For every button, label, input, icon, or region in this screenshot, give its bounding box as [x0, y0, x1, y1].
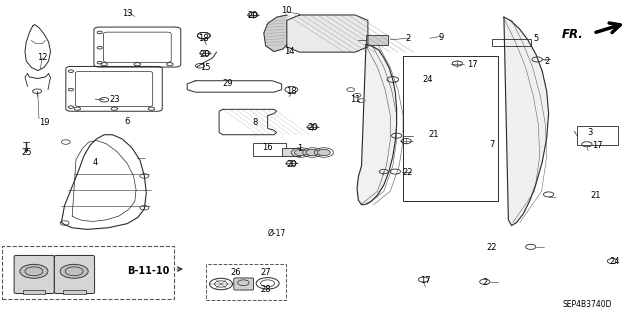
Text: 17: 17: [593, 141, 603, 150]
Circle shape: [20, 264, 48, 278]
Circle shape: [60, 264, 88, 278]
Text: 23: 23: [109, 95, 120, 104]
Text: 24: 24: [610, 257, 620, 266]
Bar: [253, 143, 286, 156]
Text: 21: 21: [428, 130, 439, 139]
FancyBboxPatch shape: [14, 256, 54, 293]
Text: 21: 21: [591, 190, 601, 200]
Text: 2: 2: [406, 34, 411, 43]
Polygon shape: [287, 15, 368, 52]
Circle shape: [294, 149, 307, 156]
Text: SEP4B3740D: SEP4B3740D: [563, 300, 612, 309]
Text: 24: 24: [422, 75, 433, 84]
Bar: [282, 148, 300, 156]
Text: 20: 20: [286, 160, 296, 169]
Polygon shape: [504, 17, 548, 226]
Text: 25: 25: [21, 148, 31, 157]
Text: 2: 2: [544, 56, 549, 65]
Bar: [23, 290, 45, 293]
Bar: [63, 290, 86, 293]
Text: 18: 18: [286, 87, 296, 96]
Circle shape: [306, 149, 319, 156]
Text: 29: 29: [222, 79, 233, 88]
Text: 1: 1: [297, 144, 302, 153]
Text: 8: 8: [252, 117, 257, 127]
Text: 19: 19: [39, 117, 49, 127]
Text: 16: 16: [262, 143, 273, 152]
Polygon shape: [357, 45, 397, 204]
Text: B-11-10: B-11-10: [127, 266, 170, 276]
Text: 20: 20: [307, 123, 317, 132]
Text: 11: 11: [350, 95, 360, 104]
Text: 22: 22: [486, 243, 497, 252]
Bar: [206, 264, 286, 300]
Text: 17: 17: [420, 276, 431, 285]
Bar: [403, 56, 497, 201]
Text: Ø-17: Ø-17: [268, 229, 286, 238]
Text: 17: 17: [467, 60, 477, 69]
Text: 5: 5: [533, 34, 538, 43]
Text: 6: 6: [124, 117, 130, 126]
Text: 15: 15: [200, 63, 211, 72]
Text: 2: 2: [482, 278, 488, 287]
Text: FR.: FR.: [561, 28, 583, 41]
Text: 20: 20: [248, 11, 258, 20]
FancyBboxPatch shape: [54, 256, 95, 293]
Text: 20: 20: [200, 49, 211, 59]
Text: 9: 9: [438, 33, 444, 42]
Text: 10: 10: [282, 6, 292, 15]
Text: 3: 3: [587, 128, 592, 137]
Text: 12: 12: [37, 53, 47, 62]
Text: 4: 4: [93, 158, 98, 167]
Text: 27: 27: [260, 268, 271, 277]
Bar: [577, 125, 618, 145]
Text: 14: 14: [284, 47, 294, 56]
Polygon shape: [264, 15, 287, 51]
Text: 7: 7: [490, 140, 495, 149]
Text: 13: 13: [122, 9, 132, 18]
Text: 18: 18: [198, 34, 209, 43]
Text: 26: 26: [230, 268, 241, 277]
Text: 22: 22: [403, 168, 413, 177]
Circle shape: [317, 149, 330, 156]
Text: 28: 28: [260, 285, 271, 293]
FancyBboxPatch shape: [234, 278, 253, 290]
Bar: [366, 35, 388, 45]
Bar: [492, 39, 531, 46]
